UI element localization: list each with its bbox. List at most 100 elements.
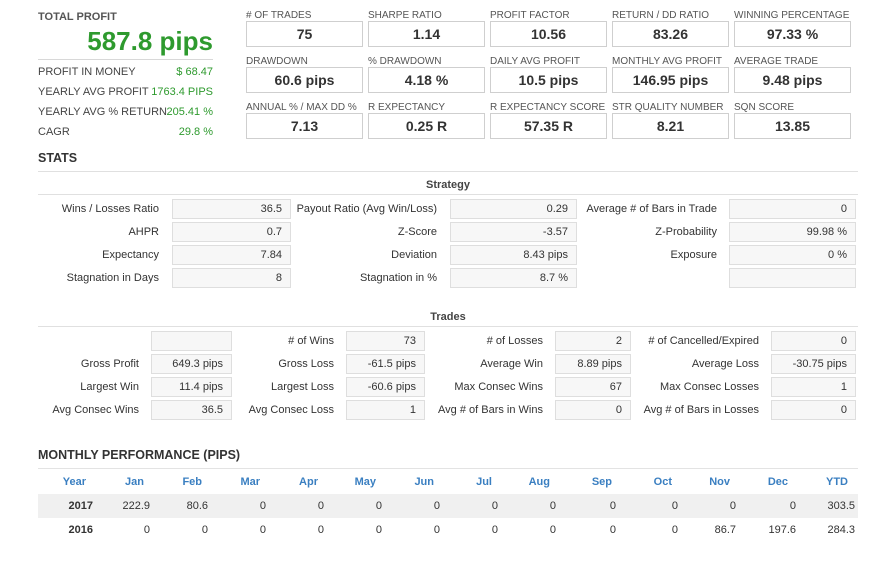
strategy-label: Expectancy — [102, 249, 159, 261]
trades-label: Largest Loss — [271, 381, 334, 393]
trades-label: # of Losses — [486, 335, 543, 347]
monthly-header-cell[interactable]: Jan — [125, 476, 144, 488]
monthly-header-cell[interactable]: YTD — [826, 476, 848, 488]
monthly-header-cell[interactable]: Oct — [653, 476, 672, 488]
strategy-title: Strategy — [425, 179, 471, 191]
card-value-daily-avg: 10.5 pips — [490, 67, 607, 93]
card-label-daily-avg: DAILY AVG PROFIT — [490, 56, 581, 67]
trades-label: Avg # of Bars in Wins — [438, 404, 543, 416]
total-profit-value: 587.8 pips — [87, 26, 213, 56]
trades-label: Gross Loss — [278, 358, 334, 370]
trades-value: 649.3 pips — [151, 354, 232, 374]
summary-row-profit-money: PROFIT IN MONEY $ 68.47 — [38, 66, 213, 80]
monthly-header-cell[interactable]: Apr — [299, 476, 318, 488]
card-value-trades: 75 — [246, 21, 363, 47]
strategy-label: Z-Probability — [655, 226, 717, 238]
card-value-winning-pct: 97.33 % — [734, 21, 851, 47]
summary-row-label: CAGR — [38, 126, 70, 138]
card-label-return-dd: RETURN / DD RATIO — [612, 10, 710, 21]
trades-value: 73 — [346, 331, 425, 351]
monthly-value-cell: 222.9 — [122, 500, 150, 512]
strategy-value: -3.57 — [450, 222, 577, 242]
trades-label: Max Consec Losses — [659, 381, 759, 393]
trades-value: -30.75 pips — [771, 354, 856, 374]
card-value-annual-maxdd: 7.13 — [246, 113, 363, 139]
trades-value: 8.89 pips — [555, 354, 631, 374]
trades-label: Average Loss — [691, 358, 759, 370]
card-label-winning-pct: WINNING PERCENTAGE — [734, 10, 850, 21]
trades-value: 0 — [771, 331, 856, 351]
strategy-value-empty — [729, 268, 856, 288]
strategy-label: AHPR — [128, 226, 159, 238]
monthly-header-cell[interactable]: Nov — [709, 476, 730, 488]
strategy-value: 0.7 — [172, 222, 291, 242]
summary-row-label: PROFIT IN MONEY — [38, 66, 136, 78]
monthly-ytd-cell: 303.5 — [827, 500, 855, 512]
monthly-header-cell[interactable]: Aug — [528, 476, 550, 488]
monthly-value-cell: 86.7 — [714, 524, 736, 536]
monthly-year-cell: 2017 — [68, 500, 93, 512]
trades-label: # of Wins — [288, 335, 334, 347]
monthly-header-cell[interactable]: Dec — [767, 476, 788, 488]
summary-row-value: 1763.4 PIPS — [151, 86, 213, 98]
trades-label: Avg Consec Loss — [248, 404, 334, 416]
card-value-pct-drawdown: 4.18 % — [368, 67, 485, 93]
trades-label: # of Cancelled/Expired — [648, 335, 759, 347]
monthly-value-cell: 0 — [491, 500, 498, 512]
monthly-value-cell: 0 — [259, 500, 266, 512]
monthly-value-cell: 0 — [491, 524, 498, 536]
summary-row-label: YEARLY AVG PROFIT — [38, 86, 149, 98]
monthly-value-cell: 0 — [143, 524, 150, 536]
monthly-value-cell: 0 — [789, 500, 796, 512]
strategy-label: Z-Score — [397, 226, 437, 238]
summary-row-value: 29.8 % — [178, 126, 213, 138]
strategy-label: Deviation — [391, 249, 437, 261]
summary-row-yearly-avg-return: YEARLY AVG % RETURN 205.41 % — [38, 106, 213, 120]
trades-value: 0 — [771, 400, 856, 420]
strategy-label: Payout Ratio (Avg Win/Loss) — [296, 203, 437, 215]
stats-title: STATS — [38, 151, 78, 165]
trades-value: 1 — [771, 377, 856, 397]
monthly-header-cell[interactable]: May — [354, 476, 376, 488]
trades-label: Avg # of Bars in Losses — [643, 404, 759, 416]
strategy-label: Stagnation in % — [359, 272, 437, 284]
trades-value: 2 — [555, 331, 631, 351]
summary-row-cagr: CAGR 29.8 % — [38, 126, 213, 140]
card-label-r-expectancy: R EXPECTANCY — [368, 102, 446, 113]
monthly-header-row: Year Jan Feb Mar Apr May Jun Jul Aug Sep… — [38, 468, 858, 493]
summary-divider — [38, 59, 213, 60]
card-value-r-expectancy: 0.25 R — [368, 113, 485, 139]
monthly-header-cell[interactable]: Year — [62, 476, 86, 488]
trades-value: 67 — [555, 377, 631, 397]
monthly-row-2016: 2016 0 0 0 0 0 0 0 0 0 0 86.7 197.6 284.… — [38, 518, 858, 542]
stats-divider — [38, 171, 858, 172]
monthly-value-cell: 0 — [671, 524, 678, 536]
monthly-ytd-cell: 284.3 — [827, 524, 855, 536]
strategy-label: Stagnation in Days — [66, 272, 159, 284]
monthly-header-cell[interactable]: Sep — [591, 476, 612, 488]
trades-divider — [38, 326, 858, 327]
trades-value: 36.5 — [151, 400, 232, 420]
monthly-value-cell: 0 — [609, 524, 616, 536]
monthly-value-cell: 0 — [375, 500, 382, 512]
monthly-header-cell[interactable]: Feb — [182, 476, 202, 488]
trades-value: -61.5 pips — [346, 354, 425, 374]
summary-row-value: 205.41 % — [166, 106, 213, 118]
card-value-r-expectancy-score: 57.35 R — [490, 113, 607, 139]
monthly-header-cell[interactable]: Jul — [476, 476, 492, 488]
card-value-profit-factor: 10.56 — [490, 21, 607, 47]
card-value-sqn: 13.85 — [734, 113, 851, 139]
strategy-divider — [38, 194, 858, 195]
strategy-value: 0 % — [729, 245, 856, 265]
card-label-r-expectancy-score: R EXPECTANCY SCORE — [490, 102, 606, 113]
card-label-trades: # OF TRADES — [246, 10, 312, 21]
strategy-value: 8.7 % — [450, 268, 577, 288]
monthly-value-cell: 0 — [433, 524, 440, 536]
strategy-value: 36.5 — [172, 199, 291, 219]
monthly-header-cell[interactable]: Jun — [414, 476, 434, 488]
card-label-annual-maxdd: ANNUAL % / MAX DD % — [246, 102, 357, 113]
strategy-value: 99.98 % — [729, 222, 856, 242]
strategy-label: Average # of Bars in Trade — [586, 203, 717, 215]
strategy-label: Wins / Losses Ratio — [61, 203, 159, 215]
monthly-header-cell[interactable]: Mar — [240, 476, 260, 488]
